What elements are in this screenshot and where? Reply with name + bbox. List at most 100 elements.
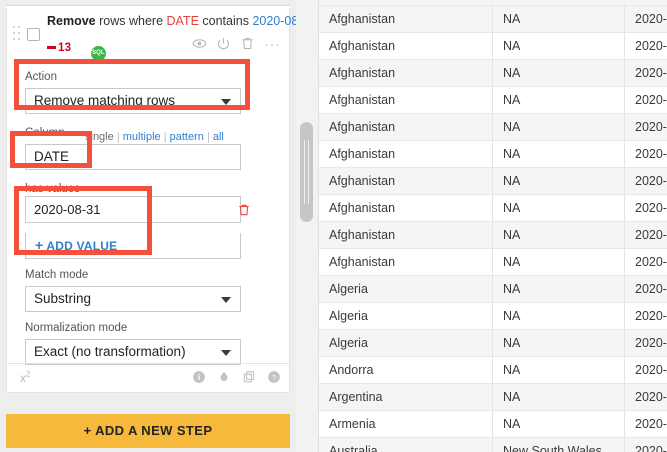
- column-mode-all[interactable]: all: [212, 131, 224, 143]
- normalization-mode-select[interactable]: Exact (no transformation): [25, 339, 241, 365]
- step-header: Remove rows where DATE contains 2020-08-…: [7, 8, 296, 61]
- svg-text:?: ?: [272, 373, 276, 382]
- more-icon[interactable]: ···: [264, 35, 281, 52]
- eye-icon[interactable]: [192, 36, 207, 51]
- table-body: AfghanistanNA2020-0AfghanistanNA2020-0Af…: [319, 6, 667, 452]
- add-value-button[interactable]: + ADD VALUE: [25, 233, 241, 259]
- table-cell-country: Afghanistan: [319, 33, 493, 59]
- table-cell-date: 2020-0: [635, 255, 667, 269]
- table-cell-region: NA: [493, 384, 625, 410]
- column-mode-multiple[interactable]: multiple: [122, 131, 161, 143]
- table-cell-region: NA: [493, 6, 625, 32]
- table-cell-country: Algeria: [319, 330, 493, 356]
- column-mode-switcher: single | multiple | pattern | all: [85, 131, 224, 145]
- step-title-mid2: contains: [198, 14, 253, 28]
- column-mode-pattern[interactable]: pattern: [169, 131, 204, 143]
- value-input-text: 2020-08-31: [34, 202, 101, 217]
- step-select-checkbox[interactable]: [27, 28, 40, 41]
- delete-value-icon[interactable]: [237, 203, 251, 218]
- column-input[interactable]: DATE: [25, 144, 241, 170]
- duplicate-icon[interactable]: [242, 370, 256, 384]
- mode-sep-1: |: [116, 131, 120, 143]
- trash-icon[interactable]: [240, 36, 255, 51]
- step-footer-actions: ?: [192, 370, 281, 384]
- action-label: Action: [25, 71, 57, 83]
- table-cell-date: 2020-0: [635, 174, 667, 188]
- column-mode-single[interactable]: single: [85, 131, 114, 145]
- table-cell-country: Afghanistan: [319, 60, 493, 86]
- thumb-grip-line: [308, 140, 309, 204]
- table-cell-region: NA: [493, 87, 625, 113]
- plus-icon: +: [35, 237, 44, 253]
- table-cell-country: Afghanistan: [319, 141, 493, 167]
- table-cell-country: Andorra: [319, 357, 493, 383]
- table-cell-country: Afghanistan: [319, 6, 493, 32]
- table-cell-date: 2020-0: [635, 417, 667, 431]
- action-select[interactable]: Remove matching rows: [25, 88, 241, 114]
- table-cell-country: Armenia: [319, 411, 493, 437]
- column-input-value: DATE: [34, 149, 70, 164]
- step-title-value: 2020-08-31: [252, 14, 296, 28]
- step-title: Remove rows where DATE contains 2020-08-…: [47, 14, 296, 29]
- formula-icon[interactable]: x2: [20, 370, 30, 385]
- table-cell-date: 2020-0: [635, 12, 667, 26]
- step-title-column: DATE: [166, 14, 199, 28]
- scrollbar-thumb[interactable]: [300, 122, 313, 222]
- info-icon[interactable]: [192, 370, 206, 384]
- mode-sep-2: |: [163, 131, 167, 143]
- table-cell-date: 2020-0: [635, 228, 667, 242]
- rows-removed-count: 13: [58, 42, 72, 54]
- action-select-value: Remove matching rows: [34, 93, 176, 108]
- column-label: Column: [25, 127, 65, 139]
- vertical-scrollbar[interactable]: [296, 0, 318, 452]
- help-icon[interactable]: ?: [267, 370, 281, 384]
- thumb-grip-line: [304, 140, 305, 204]
- minus-icon: [47, 46, 56, 49]
- values-list: 2020-08-31: [25, 196, 241, 223]
- table-top-stub: [319, 0, 667, 6]
- chevron-down-icon: [221, 297, 231, 303]
- recipe-panel: Remove rows where DATE contains 2020-08-…: [0, 0, 296, 452]
- drag-handle-icon[interactable]: [13, 26, 22, 42]
- table-cell-region: New South Wales: [493, 438, 625, 452]
- normalization-mode-label: Normalization mode: [25, 322, 128, 334]
- table-cell-date: 2020-0: [635, 201, 667, 215]
- recipe-step-card: Remove rows where DATE contains 2020-08-…: [6, 8, 296, 393]
- table-cell-region: NA: [493, 141, 625, 167]
- table-cell-country: Afghanistan: [319, 222, 493, 248]
- table-cell-region: NA: [493, 60, 625, 86]
- value-input[interactable]: 2020-08-31: [25, 196, 241, 223]
- match-mode-select[interactable]: Substring: [25, 286, 241, 312]
- data-table: AfghanistanNA2020-0AfghanistanNA2020-0Af…: [318, 0, 667, 452]
- table-cell-region: NA: [493, 411, 625, 437]
- add-new-step-button[interactable]: + ADD A NEW STEP: [6, 414, 290, 448]
- table-cell-date: 2020-0: [635, 93, 667, 107]
- table-cell-region: NA: [493, 195, 625, 221]
- droplet-icon[interactable]: [217, 370, 231, 384]
- has-values-label: has values: [25, 183, 80, 195]
- formula-icon-exp: 2: [26, 370, 31, 379]
- table-cell-country: Algeria: [319, 303, 493, 329]
- mode-sep-3: |: [206, 131, 210, 143]
- step-card-footer: x2 ?: [8, 363, 290, 392]
- table-cell-region: NA: [493, 168, 625, 194]
- power-icon[interactable]: [216, 36, 231, 51]
- table-cell-country: Algeria: [319, 276, 493, 302]
